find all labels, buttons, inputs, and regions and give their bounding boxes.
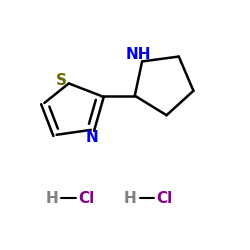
Text: N: N (86, 130, 98, 145)
Text: H: H (124, 191, 136, 206)
Text: H: H (45, 191, 58, 206)
Text: Cl: Cl (78, 191, 94, 206)
Text: S: S (56, 73, 67, 88)
Text: NH: NH (126, 46, 151, 62)
Text: Cl: Cl (156, 191, 172, 206)
